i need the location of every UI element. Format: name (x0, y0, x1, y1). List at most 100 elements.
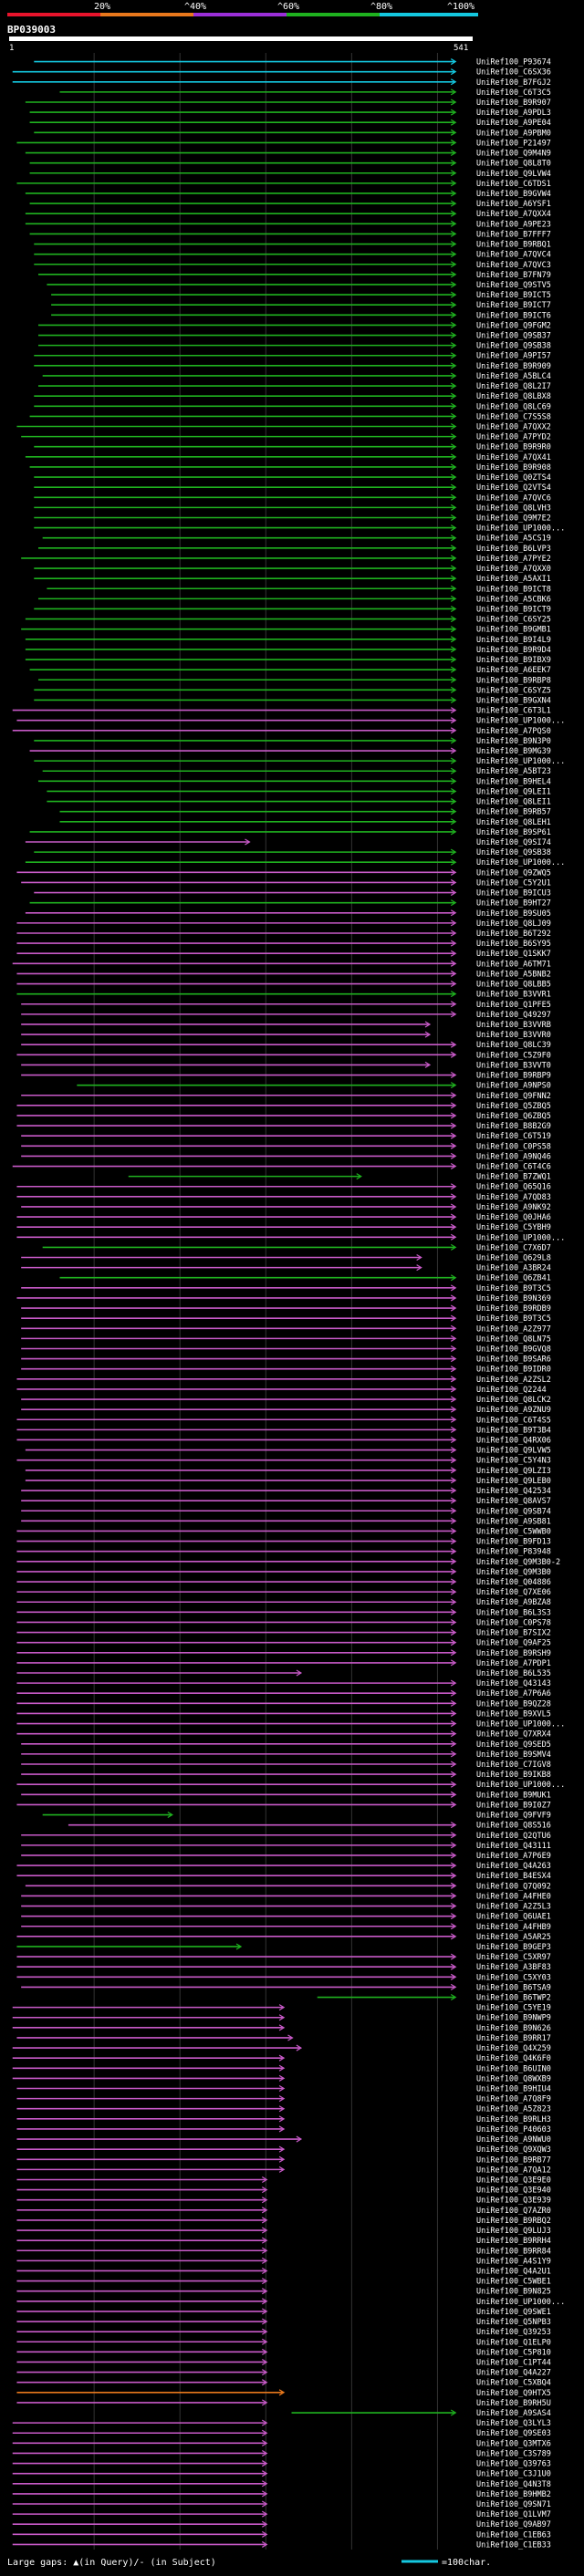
hit-label[interactable]: UniRef100_B9RSH9 (476, 1649, 551, 1658)
hit-label[interactable]: UniRef100_C5P810 (476, 2348, 551, 2357)
hit-label[interactable]: UniRef100_B9HIU4 (476, 2085, 551, 2094)
hit-label[interactable]: UniRef100_C6SY25 (476, 616, 551, 625)
hit-label[interactable]: UniRef100_B9RRH4 (476, 2237, 551, 2246)
hit-label[interactable]: UniRef100_Q8LCK2 (476, 1396, 551, 1405)
hit-label[interactable]: UniRef100_B9RBP9 (476, 1072, 551, 1081)
hit-label[interactable]: UniRef100_B6L3S3 (476, 1608, 551, 1617)
hit-label[interactable]: UniRef100_A6YSF1 (476, 200, 551, 209)
hit-label[interactable]: UniRef100_Q1LVM7 (476, 2510, 551, 2519)
hit-label[interactable]: UniRef100_A9SAS4 (476, 2409, 551, 2418)
hit-label[interactable]: UniRef100_Q3E940 (476, 2186, 551, 2196)
hit-label[interactable]: UniRef100_B9GXN4 (476, 696, 551, 705)
hit-label[interactable]: UniRef100_B9NWP9 (476, 2014, 551, 2023)
hit-label[interactable]: UniRef100_B9N369 (476, 1294, 551, 1304)
hit-label[interactable]: UniRef100_Q8LEH1 (476, 818, 551, 827)
hit-label[interactable]: UniRef100_Q9XQW3 (476, 2145, 551, 2155)
hit-label[interactable]: UniRef100_B9IKB8 (476, 1771, 551, 1780)
hit-label[interactable]: UniRef100_Q5NPB3 (476, 2318, 551, 2327)
hit-label[interactable]: UniRef100_A4FHB9 (476, 1923, 551, 1932)
hit-label[interactable]: UniRef100_Q9LUJ3 (476, 2227, 551, 2236)
hit-label[interactable]: UniRef100_Q7Q092 (476, 1882, 551, 1891)
hit-label[interactable]: UniRef100_Q8L8T0 (476, 160, 551, 169)
hit-label[interactable]: UniRef100_A7P6E9 (476, 1852, 551, 1861)
hit-label[interactable]: UniRef100_A7PDP1 (476, 1659, 551, 1668)
hit-label[interactable]: UniRef100_A7P6A6 (476, 1689, 551, 1698)
hit-label[interactable]: UniRef100_Q9AF25 (476, 1639, 551, 1648)
hit-label[interactable]: UniRef100_Q43143 (476, 1679, 551, 1688)
hit-label[interactable]: UniRef100_B9QZ28 (476, 1699, 551, 1709)
hit-label[interactable]: UniRef100_Q9SN71 (476, 2500, 551, 2509)
hit-label[interactable]: UniRef100_Q9SED5 (476, 1740, 551, 1750)
hit-label[interactable]: UniRef100_B9RB77 (476, 2155, 551, 2165)
hit-label[interactable]: UniRef100_B9N3P0 (476, 737, 551, 746)
hit-label[interactable]: UniRef100_Q0ZTS4 (476, 473, 551, 483)
hit-label[interactable]: UniRef100_P21497 (476, 139, 551, 148)
hit-label[interactable]: UniRef100_Q9SI74 (476, 838, 551, 847)
hit-label[interactable]: UniRef100_A3BF83 (476, 1963, 551, 1972)
hit-label[interactable]: UniRef100_B9XVL5 (476, 1709, 551, 1719)
hit-label[interactable]: UniRef100_B3VVR1 (476, 991, 551, 1000)
hit-label[interactable]: UniRef100_Q8LJ09 (476, 919, 551, 929)
hit-label[interactable]: UniRef100_P40603 (476, 2125, 551, 2135)
hit-label[interactable]: UniRef100_B9R909 (476, 362, 551, 371)
hit-label[interactable]: UniRef100_A5CS19 (476, 535, 551, 544)
hit-label[interactable]: UniRef100_C6SYZ5 (476, 686, 551, 695)
hit-label[interactable]: UniRef100_Q6ZB41 (476, 1274, 551, 1283)
hit-label[interactable]: UniRef100_B7FFF7 (476, 230, 551, 239)
hit-label[interactable]: UniRef100_A7QVC3 (476, 261, 551, 270)
hit-label[interactable]: UniRef100_A7QXX2 (476, 423, 551, 432)
hit-label[interactable]: UniRef100_A2Z5L3 (476, 1903, 551, 1912)
hit-label[interactable]: UniRef100_UP1000... (476, 757, 565, 766)
hit-label[interactable]: UniRef100_B9GMB1 (476, 626, 551, 635)
hit-label[interactable]: UniRef100_Q4X259 (476, 2044, 551, 2053)
hit-label[interactable]: UniRef100_B9HEL4 (476, 777, 551, 786)
hit-label[interactable]: UniRef100_B9SAR6 (476, 1356, 551, 1365)
hit-label[interactable]: UniRef100_B9RR84 (476, 2247, 551, 2256)
hit-label[interactable]: UniRef100_Q9STV5 (476, 281, 551, 290)
hit-label[interactable]: UniRef100_A5BNB2 (476, 970, 551, 979)
hit-label[interactable]: UniRef100_Q9LEI1 (476, 787, 551, 796)
hit-label[interactable]: UniRef100_B9RBQ1 (476, 241, 551, 250)
hit-label[interactable]: UniRef100_B9ICT8 (476, 585, 551, 594)
hit-label[interactable]: UniRef100_A5AXI1 (476, 575, 551, 584)
hit-label[interactable]: UniRef100_A9PE04 (476, 119, 551, 128)
hit-label[interactable]: UniRef100_B9RR17 (476, 2034, 551, 2043)
hit-label[interactable]: UniRef100_B9SU05 (476, 909, 551, 919)
hit-label[interactable]: UniRef100_B9IDR0 (476, 1366, 551, 1375)
hit-label[interactable]: UniRef100_Q9FNN2 (476, 1092, 551, 1101)
hit-label[interactable]: UniRef100_Q43111 (476, 1842, 551, 1851)
hit-label[interactable]: UniRef100_Q8L2I7 (476, 382, 551, 391)
hit-label[interactable]: UniRef100_Q3E939 (476, 2197, 551, 2206)
hit-label[interactable]: UniRef100_Q9SB74 (476, 1507, 551, 1516)
hit-label[interactable]: UniRef100_A5BT23 (476, 767, 551, 776)
hit-label[interactable]: UniRef100_C1EB33 (476, 2540, 551, 2550)
hit-label[interactable]: UniRef100_Q8LEI1 (476, 798, 551, 807)
hit-label[interactable]: UniRef100_C5XBQ4 (476, 2379, 551, 2388)
hit-label[interactable]: UniRef100_Q9LVW4 (476, 170, 551, 179)
hit-label[interactable]: UniRef100_C5Y2U1 (476, 878, 551, 888)
hit-label[interactable]: UniRef100_A7QVC6 (476, 493, 551, 503)
hit-label[interactable]: UniRef100_A9BZA8 (476, 1598, 551, 1607)
hit-label[interactable]: UniRef100_A9NQ46 (476, 1152, 551, 1161)
hit-label[interactable]: UniRef100_C6T519 (476, 1132, 551, 1141)
hit-label[interactable]: UniRef100_A9NPS0 (476, 1082, 551, 1091)
hit-label[interactable]: UniRef100_B9HMB2 (476, 2490, 551, 2499)
hit-label[interactable]: UniRef100_Q6ZBQ5 (476, 1112, 551, 1121)
hit-label[interactable]: UniRef100_Q04886 (476, 1578, 551, 1587)
hit-label[interactable]: UniRef100_A7QXX4 (476, 210, 551, 219)
hit-label[interactable]: UniRef100_Q8LBB5 (476, 981, 551, 990)
hit-label[interactable]: UniRef100_B9RDB9 (476, 1304, 551, 1314)
hit-label[interactable]: UniRef100_Q2VTS4 (476, 483, 551, 493)
hit-label[interactable]: UniRef100_Q9SWE1 (476, 2308, 551, 2317)
hit-label[interactable]: UniRef100_Q8S516 (476, 1822, 551, 1831)
hit-label[interactable]: UniRef100_C5Z9F0 (476, 1051, 551, 1060)
hit-label[interactable]: UniRef100_Q9LEB0 (476, 1477, 551, 1486)
hit-label[interactable]: UniRef100_Q8LN75 (476, 1335, 551, 1344)
hit-label[interactable]: UniRef100_C6T4S5 (476, 1416, 551, 1425)
hit-label[interactable]: UniRef100_Q39253 (476, 2328, 551, 2337)
hit-label[interactable]: UniRef100_C0PS58 (476, 1142, 551, 1151)
hit-label[interactable]: UniRef100_B3VVR0 (476, 1031, 551, 1040)
hit-label[interactable]: UniRef100_B9GVW4 (476, 190, 551, 199)
hit-label[interactable]: UniRef100_A9SB81 (476, 1517, 551, 1526)
hit-label[interactable]: UniRef100_B6T292 (476, 930, 551, 939)
